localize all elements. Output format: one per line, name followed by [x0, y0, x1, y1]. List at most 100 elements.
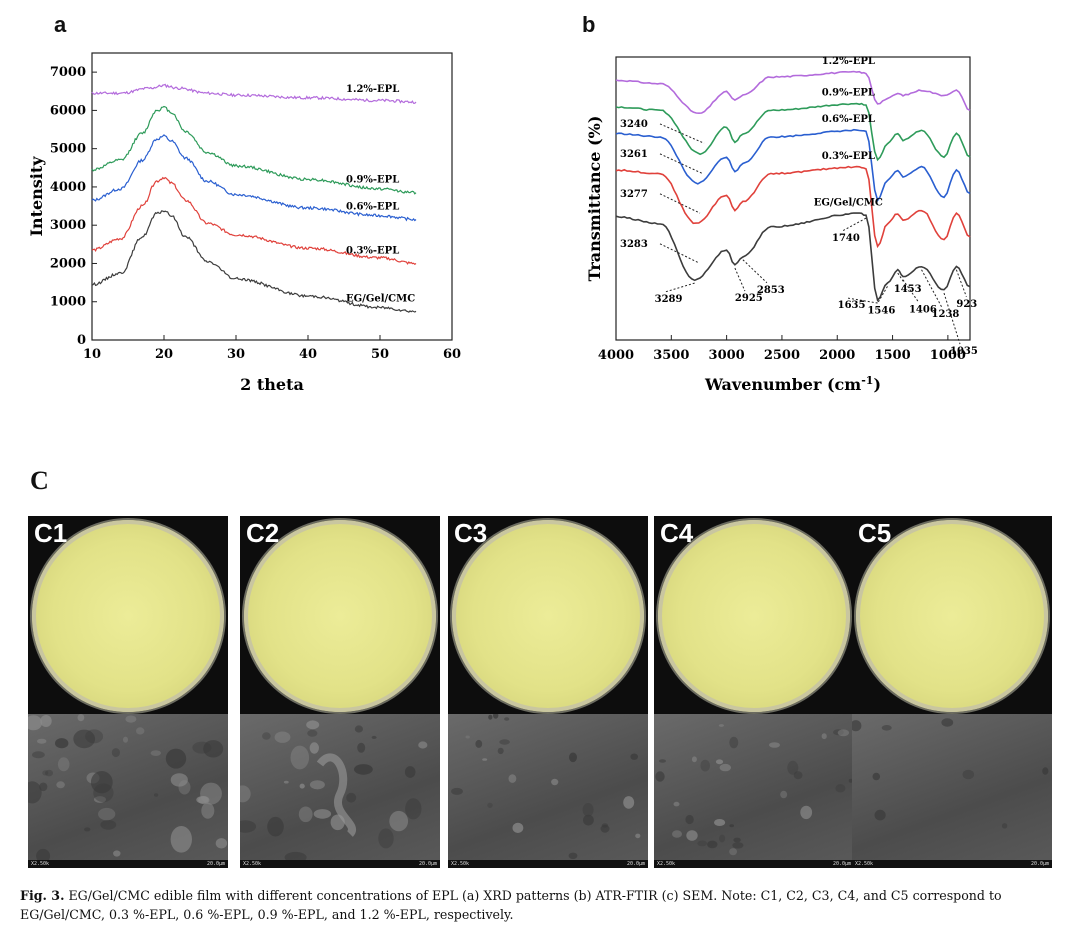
x-tick-label: 20 — [155, 347, 173, 362]
sem-particle — [200, 782, 222, 805]
sem-particle — [499, 739, 510, 745]
series-label: 0.6%-EPL — [822, 114, 875, 125]
peak-label: 3240 — [620, 119, 648, 130]
sem-particle — [568, 852, 578, 859]
sem-particle — [215, 838, 228, 849]
sem-particle — [42, 770, 49, 776]
sem-particle — [780, 790, 788, 799]
sem-particle — [371, 735, 377, 739]
sem-particle — [821, 733, 827, 740]
sem-particle — [170, 773, 188, 787]
series-line-0.6%-EPL — [91, 134, 417, 222]
sem-particle — [111, 748, 120, 758]
sem-particle — [100, 820, 117, 830]
sem-particle — [37, 738, 47, 744]
sem-particle — [203, 740, 224, 758]
y-tick-label: 2000 — [50, 256, 86, 271]
series-label: 1.2%-EPL — [346, 84, 399, 95]
peak-label: 3283 — [620, 239, 648, 250]
sem-particle — [45, 769, 53, 777]
sem-particle — [729, 736, 739, 749]
sem-particle — [262, 732, 271, 740]
sem-particle — [881, 725, 892, 731]
plot-frame — [615, 56, 971, 341]
sem-particle — [306, 720, 320, 730]
sem-particle — [475, 739, 483, 748]
peak-label: 1238 — [932, 309, 960, 320]
sem-particle — [284, 851, 307, 860]
sem-particle — [685, 814, 694, 825]
x-tick-label: 50 — [371, 347, 389, 362]
y-tick-label: 4000 — [50, 180, 86, 195]
xrd-chart: 10 20 30 40 50 60 0 1000 2000 3000 4000 5000 6000 700… — [27, 52, 461, 394]
sem-particle — [94, 796, 106, 803]
peak-label: 1035 — [950, 346, 978, 357]
x-tick-label: 3500 — [653, 348, 689, 363]
sem-particle — [73, 729, 96, 749]
series-line-0.6%-EPL — [615, 128, 971, 203]
sem-texture — [240, 720, 428, 860]
series-label: 0.9%-EPL — [346, 175, 399, 186]
sem-particle — [800, 805, 813, 820]
peak-label: 1453 — [894, 284, 922, 295]
sem-particle — [487, 802, 493, 808]
sem-particle — [697, 840, 707, 847]
peak-label: 923 — [956, 299, 977, 310]
peak-label: 3261 — [620, 149, 648, 160]
plot-frame — [91, 52, 453, 341]
sem-particle — [707, 840, 718, 849]
peak-label: 1406 — [909, 305, 937, 316]
sem-particle — [837, 729, 850, 737]
sem-particle — [57, 757, 70, 772]
sem-particle — [354, 764, 373, 775]
peak-label: 1546 — [867, 305, 895, 316]
sem-scale-bar: X2.50k 20.0μm — [448, 860, 648, 868]
petri-dish-image: C5 — [852, 516, 1052, 714]
sem-scale-bar: X2.50k 20.0μm — [28, 860, 228, 868]
peak-arrow — [659, 123, 705, 144]
sem-particle — [28, 715, 43, 731]
sem-particle — [872, 772, 881, 781]
y-tick-label: 5000 — [50, 142, 86, 157]
sem-particle — [90, 771, 113, 794]
x-tick-label: 3000 — [709, 348, 745, 363]
sem-particle — [192, 741, 212, 754]
sem-particle — [729, 848, 737, 856]
sem-particle — [962, 769, 975, 780]
sem-particle — [600, 824, 610, 833]
sem-particle — [153, 793, 159, 797]
series-label: 0.6%-EPL — [346, 201, 399, 212]
sem-particle — [290, 745, 310, 770]
series-label: 0.3%-EPL — [822, 151, 875, 162]
sem-particle — [630, 753, 638, 760]
sem-particle — [582, 803, 594, 817]
series-label: EG/Gel/CMC — [814, 197, 883, 208]
sem-particle — [691, 756, 697, 763]
sem-particle — [307, 729, 318, 737]
sem-particle — [714, 819, 726, 826]
sem-particle — [389, 810, 409, 832]
y-tick-label: 3000 — [50, 218, 86, 233]
sem-particle — [508, 774, 517, 783]
x-tick-label: 2000 — [819, 348, 855, 363]
sem-scale-bar: X2.50k 20.0μm — [654, 860, 854, 868]
photo-c3: C3 X2.50k 20.0μm — [448, 516, 648, 868]
sem-particle — [1042, 767, 1049, 775]
figure-caption: Fig. 3. EG/Gel/CMC edible film with diff… — [20, 886, 1070, 924]
sem-image: X2.50k 20.0μm — [240, 714, 440, 868]
sem-particle — [569, 752, 577, 763]
sem-particle — [240, 785, 251, 803]
sem-particle — [493, 714, 499, 719]
x-tick-label: 30 — [227, 347, 245, 362]
sem-particle — [769, 742, 780, 748]
sem-particle — [733, 837, 741, 843]
peak-arrow — [734, 267, 746, 292]
sem-particle — [793, 771, 803, 780]
sem-particle — [274, 731, 291, 743]
sem-particle — [309, 742, 319, 754]
peak-arrow — [897, 272, 905, 283]
sem-particle — [378, 828, 394, 849]
sem-particle — [201, 802, 215, 819]
peak-label: 1740 — [832, 233, 860, 244]
sem-image: X2.50k 20.0μm — [448, 714, 648, 868]
